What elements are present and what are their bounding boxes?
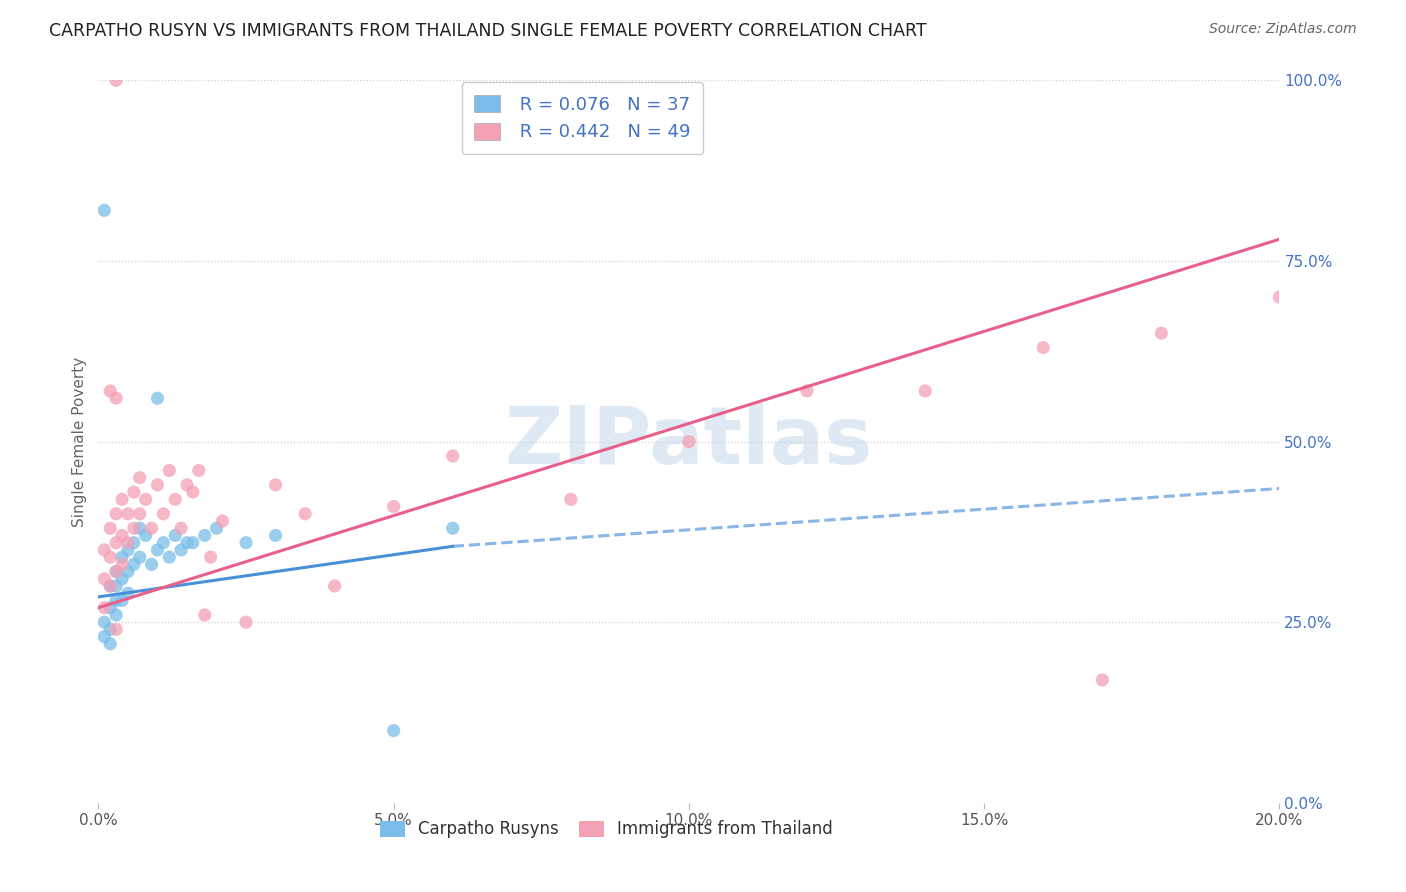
Point	[235, 535, 257, 549]
Point	[105, 565, 128, 579]
Point	[135, 492, 157, 507]
Point	[111, 593, 134, 607]
Point	[146, 542, 169, 557]
Point	[146, 391, 169, 405]
Point	[93, 542, 115, 557]
Point	[264, 478, 287, 492]
Point	[98, 637, 121, 651]
Point	[194, 607, 217, 622]
Point	[152, 535, 174, 549]
Point	[194, 528, 217, 542]
Point	[205, 521, 228, 535]
Point	[176, 535, 198, 549]
Point	[441, 521, 464, 535]
Point	[122, 558, 145, 572]
Point	[111, 558, 134, 572]
Point	[152, 507, 174, 521]
Point	[128, 550, 150, 565]
Point	[796, 384, 818, 398]
Point	[323, 579, 346, 593]
Point	[170, 542, 193, 557]
Point	[170, 521, 193, 535]
Point	[93, 203, 115, 218]
Point	[181, 535, 204, 549]
Point	[181, 485, 204, 500]
Point	[264, 528, 287, 542]
Text: Source: ZipAtlas.com: Source: ZipAtlas.com	[1209, 22, 1357, 37]
Point	[294, 507, 316, 521]
Point	[98, 384, 121, 398]
Point	[105, 593, 128, 607]
Point	[98, 521, 121, 535]
Point	[117, 586, 139, 600]
Point	[98, 550, 121, 565]
Point	[93, 572, 115, 586]
Point	[157, 463, 180, 477]
Point	[157, 550, 180, 565]
Point	[200, 550, 222, 565]
Point	[235, 615, 257, 630]
Point	[1091, 673, 1114, 687]
Point	[111, 550, 134, 565]
Point	[187, 463, 209, 477]
Point	[105, 391, 128, 405]
Point	[105, 535, 128, 549]
Point	[98, 579, 121, 593]
Point	[678, 434, 700, 449]
Point	[141, 558, 163, 572]
Point	[176, 478, 198, 492]
Y-axis label: Single Female Poverty: Single Female Poverty	[72, 357, 87, 526]
Point	[93, 630, 115, 644]
Point	[211, 514, 233, 528]
Point	[122, 485, 145, 500]
Text: CARPATHO RUSYN VS IMMIGRANTS FROM THAILAND SINGLE FEMALE POVERTY CORRELATION CHA: CARPATHO RUSYN VS IMMIGRANTS FROM THAILA…	[49, 22, 927, 40]
Point	[135, 528, 157, 542]
Point	[165, 528, 187, 542]
Point	[1032, 341, 1054, 355]
Point	[560, 492, 582, 507]
Point	[93, 615, 115, 630]
Point	[98, 600, 121, 615]
Point	[1268, 290, 1291, 304]
Point	[122, 535, 145, 549]
Point	[382, 723, 405, 738]
Point	[93, 600, 115, 615]
Text: ZIPatlas: ZIPatlas	[505, 402, 873, 481]
Point	[165, 492, 187, 507]
Point	[914, 384, 936, 398]
Point	[105, 565, 128, 579]
Point	[111, 572, 134, 586]
Point	[128, 521, 150, 535]
Point	[105, 607, 128, 622]
Point	[117, 507, 139, 521]
Point	[105, 623, 128, 637]
Point	[128, 470, 150, 484]
Point	[105, 73, 128, 87]
Point	[98, 623, 121, 637]
Point	[105, 507, 128, 521]
Point	[105, 579, 128, 593]
Point	[382, 500, 405, 514]
Point	[98, 579, 121, 593]
Point	[117, 535, 139, 549]
Point	[141, 521, 163, 535]
Point	[128, 507, 150, 521]
Point	[1150, 326, 1173, 340]
Point	[111, 528, 134, 542]
Point	[146, 478, 169, 492]
Point	[117, 565, 139, 579]
Point	[122, 521, 145, 535]
Point	[111, 492, 134, 507]
Legend: Carpatho Rusyns, Immigrants from Thailand: Carpatho Rusyns, Immigrants from Thailan…	[373, 814, 839, 845]
Point	[441, 449, 464, 463]
Point	[117, 542, 139, 557]
